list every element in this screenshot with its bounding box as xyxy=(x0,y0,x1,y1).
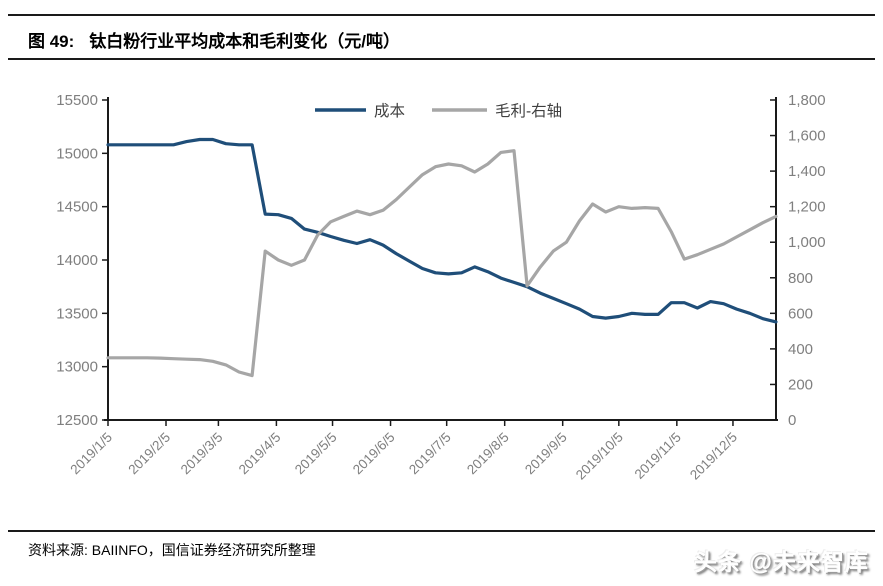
figure-title: 钛白粉行业平均成本和毛利变化（元/吨） xyxy=(89,32,401,51)
cost-line xyxy=(106,137,778,324)
left-axis-tick-label: 12500 xyxy=(56,412,98,429)
legend-profit-label: 毛利-右轴 xyxy=(495,102,562,120)
left-axis-tick-label: 13500 xyxy=(56,305,98,322)
x-axis-tick-label: 2019/8/5 xyxy=(464,430,512,478)
right-axis-tick-label: 1,400 xyxy=(788,163,826,180)
left-axis-tick-label: 14000 xyxy=(56,252,98,269)
right-axis-tick-label: 1,600 xyxy=(788,128,826,145)
x-axis-tick-label: 2019/1/5 xyxy=(67,430,115,478)
watermark: 头条 @未来智库 xyxy=(694,549,869,575)
left-axis-tick-label: 14500 xyxy=(56,199,98,216)
profit-line xyxy=(106,149,778,378)
source-note: 资料来源: BAIINFO，国信证券经济研究所整理 xyxy=(28,542,316,558)
x-axis-tick-label: 2019/2/5 xyxy=(125,430,173,478)
header-top-rule xyxy=(8,14,875,16)
right-axis-tick-label: 200 xyxy=(788,376,813,393)
figure-label: 图 49: xyxy=(28,32,75,51)
left-axis-tick-label: 13000 xyxy=(56,359,98,376)
right-axis-tick-label: 1,800 xyxy=(788,92,826,109)
x-axis-tick-label: 2019/5/5 xyxy=(292,430,340,478)
x-axis-tick-label: 2019/10/5 xyxy=(573,430,626,483)
x-axis-tick-label: 2019/6/5 xyxy=(350,430,398,478)
right-axis-tick-label: 1,000 xyxy=(788,234,826,251)
left-axis-tick-label: 15000 xyxy=(56,145,98,162)
right-axis-tick-label: 400 xyxy=(788,341,813,358)
right-axis-tick-label: 0 xyxy=(788,412,796,429)
x-axis-tick-label: 2019/7/5 xyxy=(406,430,454,478)
x-axis-tick-label: 2019/11/5 xyxy=(632,430,684,482)
x-axis-tick-label: 2019/4/5 xyxy=(236,430,284,478)
left-axis-tick-label: 15500 xyxy=(56,92,98,109)
x-axis-tick-label: 2019/3/5 xyxy=(178,430,226,478)
header-bottom-rule xyxy=(8,58,875,60)
footer-rule xyxy=(8,530,875,532)
right-axis-tick-label: 600 xyxy=(788,305,813,322)
right-axis-tick-label: 800 xyxy=(788,270,813,287)
x-axis-tick-label: 2019/12/5 xyxy=(687,430,740,483)
legend-cost-label: 成本 xyxy=(374,102,405,120)
x-axis-tick-label: 2019/9/5 xyxy=(522,430,570,478)
right-axis-tick-label: 1,200 xyxy=(788,199,826,216)
figure-title-row: 图 49: 钛白粉行业平均成本和毛利变化（元/吨） xyxy=(28,27,400,52)
